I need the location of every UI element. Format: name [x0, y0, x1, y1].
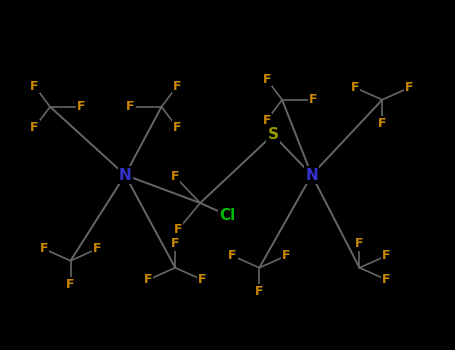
Text: F: F [174, 223, 182, 236]
Text: F: F [405, 81, 413, 94]
Text: F: F [255, 285, 263, 298]
Text: F: F [173, 121, 181, 134]
Text: N: N [119, 168, 131, 182]
Text: F: F [228, 249, 237, 262]
Text: F: F [40, 242, 48, 256]
Text: F: F [309, 93, 317, 106]
Text: F: F [144, 273, 152, 286]
Text: F: F [263, 114, 271, 127]
Text: F: F [173, 80, 181, 93]
Text: S: S [268, 127, 278, 142]
Text: F: F [30, 80, 39, 93]
Text: F: F [30, 121, 39, 134]
Text: F: F [351, 81, 359, 94]
Text: F: F [382, 249, 390, 262]
Text: F: F [355, 237, 364, 251]
Text: F: F [93, 242, 101, 256]
Text: F: F [378, 117, 386, 130]
Text: F: F [171, 170, 179, 183]
Text: F: F [282, 249, 290, 262]
Text: F: F [66, 278, 75, 291]
Text: F: F [263, 73, 271, 86]
Text: F: F [382, 273, 390, 286]
Text: F: F [126, 100, 135, 113]
Text: F: F [77, 100, 85, 113]
Text: F: F [198, 273, 206, 286]
Text: Cl: Cl [219, 208, 236, 223]
Text: N: N [305, 168, 318, 182]
Text: F: F [171, 237, 179, 251]
